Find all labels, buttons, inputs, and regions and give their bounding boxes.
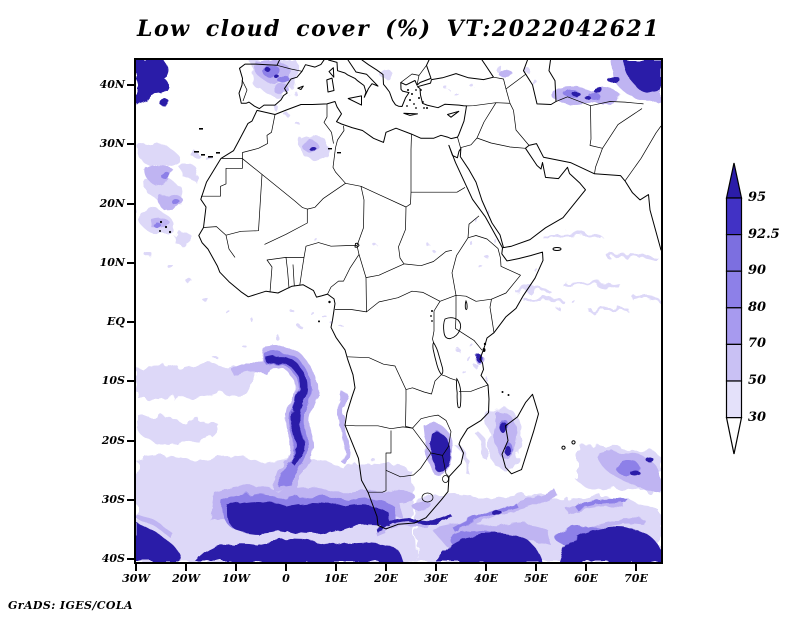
island-mauritius	[571, 440, 576, 445]
lon-tick-20e	[385, 564, 387, 571]
colorbar-label-92-5: 92.5	[748, 227, 780, 242]
lat-tick-10n	[127, 262, 134, 264]
colorbar-label-50: 50	[748, 373, 767, 388]
lake-tanganyika	[432, 341, 444, 376]
lake-victoria	[443, 317, 462, 340]
lat-label-eq: EQ	[107, 315, 125, 328]
island-sicily	[347, 95, 362, 106]
lat-label-20s: 20S	[101, 434, 125, 447]
colorbar-label-95: 95	[748, 190, 767, 205]
colorbar	[723, 162, 745, 460]
lat-label-10s: 10S	[101, 374, 125, 387]
coastlines	[198, 60, 661, 530]
lon-label-60e: 60E	[574, 572, 598, 585]
lon-label-20e: 20E	[374, 572, 398, 585]
lon-tick-20w	[185, 564, 187, 571]
colorbar-label-80: 80	[748, 300, 767, 315]
lake-malawi	[456, 377, 462, 409]
lat-label-10n: 10N	[99, 256, 125, 269]
africa-map-canvas	[136, 60, 661, 562]
colorbar-label-90: 90	[748, 263, 767, 278]
coast-caspian	[523, 60, 557, 105]
lat-tick-30s	[127, 499, 134, 501]
colorbar-segment	[725, 380, 743, 419]
lat-tick-20n	[127, 203, 134, 205]
lat-tick-40s	[127, 558, 134, 560]
coast-balkans-greece	[361, 60, 432, 107]
colorbar-segment	[725, 197, 743, 236]
island-mallorca	[297, 85, 304, 90]
lon-label-30w: 30W	[122, 572, 150, 585]
lon-label-20w: 20W	[172, 572, 200, 585]
colorbar-segment	[725, 233, 743, 272]
lat-label-30n: 30N	[99, 137, 125, 150]
colorbar-label-70: 70	[748, 336, 767, 351]
lon-label-40e: 40E	[474, 572, 498, 585]
lon-tick-30w	[135, 564, 137, 571]
island-specks	[159, 89, 510, 396]
island-socotra	[552, 247, 562, 251]
lon-tick-60e	[585, 564, 587, 571]
lat-tick-10s	[127, 380, 134, 382]
island-reunion	[561, 445, 566, 450]
colorbar-segment	[725, 307, 743, 346]
colorbar-label-30: 30	[748, 410, 767, 425]
cloud-layer-light	[136, 60, 661, 562]
coast-africa-asia	[198, 60, 661, 530]
coast-iberia-france	[238, 60, 325, 110]
lat-label-30s: 30S	[101, 493, 125, 506]
lon-tick-30e	[435, 564, 437, 571]
lat-label-40s: 40S	[101, 552, 125, 565]
lat-tick-eq	[127, 321, 134, 323]
colorbar-arrow-bottom	[725, 417, 743, 455]
lat-tick-40n	[127, 84, 134, 86]
cloud-layer-dark	[136, 60, 661, 562]
lat-label-20n: 20N	[99, 197, 125, 210]
island-crete	[403, 112, 418, 116]
lon-tick-50e	[535, 564, 537, 571]
country-borders	[201, 64, 661, 503]
coast-italy	[328, 60, 379, 98]
lakes	[354, 242, 468, 409]
plot-title: Low cloud cover (%) VT:2022042621	[136, 16, 661, 42]
colorbar-arrow-top	[725, 162, 743, 199]
lon-tick-10w	[235, 564, 237, 571]
border-swaziland	[442, 475, 449, 483]
lat-label-40n: 40N	[99, 78, 125, 91]
lon-tick-10e	[335, 564, 337, 571]
lon-tick-70e	[635, 564, 637, 571]
lon-label-10e: 10E	[324, 572, 348, 585]
lon-label-30e: 30E	[424, 572, 448, 585]
lon-label-50e: 50E	[524, 572, 548, 585]
island-cyprus	[447, 110, 460, 118]
lon-label-10w: 10W	[222, 572, 250, 585]
lat-tick-30n	[127, 143, 134, 145]
island-corsica	[328, 67, 335, 78]
border-lesotho	[421, 492, 434, 503]
coast-madagascar	[501, 393, 539, 475]
lon-tick-0	[285, 564, 287, 571]
lake-turkana	[464, 299, 468, 311]
lon-tick-40e	[485, 564, 487, 571]
grads-attribution: GrADS: IGES/COLA	[8, 599, 133, 612]
island-sardinia	[326, 77, 335, 93]
colorbar-segment	[725, 270, 743, 309]
lat-tick-20s	[127, 440, 134, 442]
lon-label-70e: 70E	[624, 572, 648, 585]
lon-label-0: 0	[282, 572, 290, 585]
map-plot-area	[134, 58, 663, 564]
colorbar-segment	[725, 343, 743, 382]
